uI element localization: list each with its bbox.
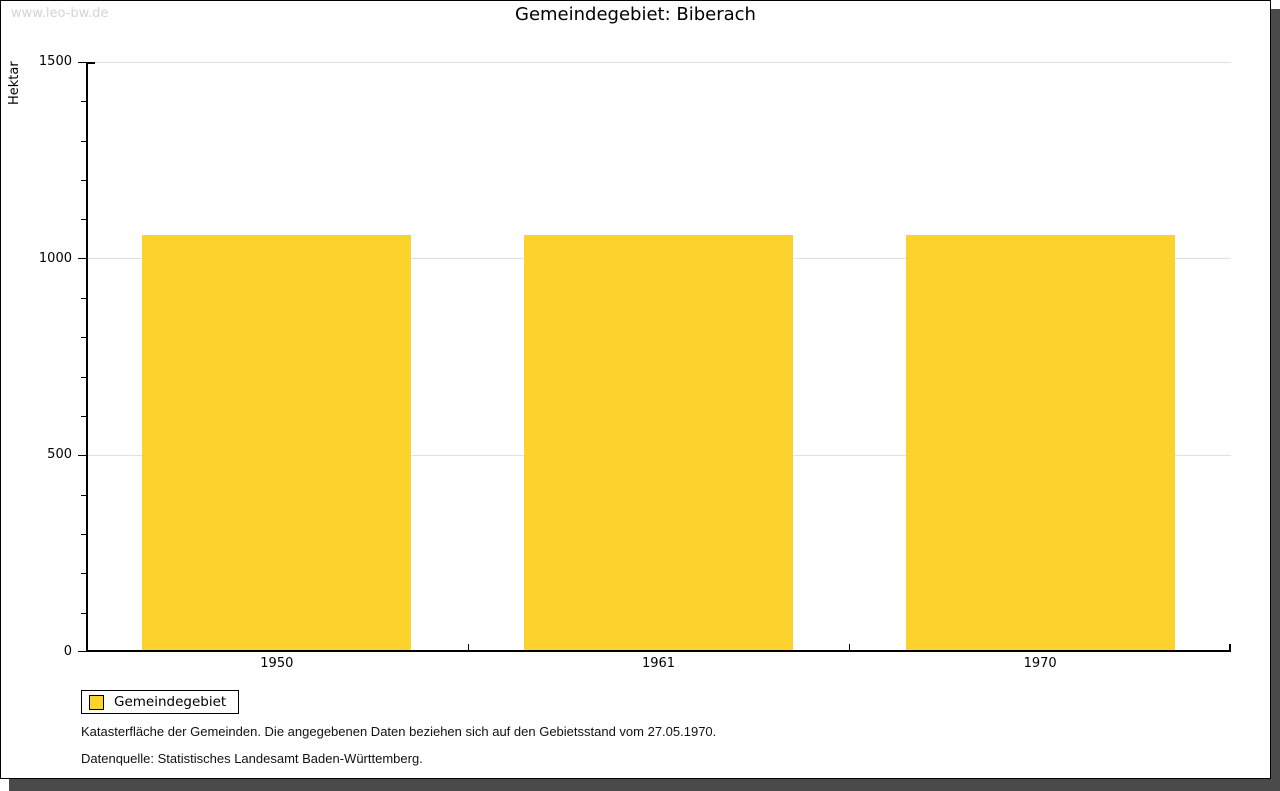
y-minor-tick	[81, 416, 86, 417]
legend-label: Gemeindegebiet	[114, 694, 227, 710]
footnote-description: Katasterfläche der Gemeinden. Die angege…	[81, 724, 717, 739]
legend-swatch	[89, 694, 104, 710]
bar-1961	[524, 235, 793, 652]
y-minor-tick	[81, 376, 86, 378]
y-minor-tick	[81, 180, 86, 181]
legend: Gemeindegebiet	[81, 690, 240, 714]
y-minor-tick	[81, 219, 86, 221]
x-axis-line	[86, 650, 1231, 652]
chart-title: Gemeindegebiet: Biberach	[515, 4, 756, 25]
y-major-tick	[78, 258, 86, 260]
gridline-1500	[86, 61, 1231, 63]
x-category-label: 1970	[1023, 656, 1057, 671]
y-minor-tick	[81, 494, 86, 496]
chart-panel: www.leo-bw.de Gemeindegebiet: Biberach H…	[0, 0, 1271, 779]
y-minor-tick	[81, 298, 86, 299]
y-axis-end-cap	[86, 62, 95, 64]
y-minor-tick	[81, 140, 86, 142]
bar-1950	[142, 235, 412, 652]
y-minor-tick	[81, 337, 86, 339]
x-category-tick	[467, 644, 469, 652]
y-minor-tick	[81, 101, 86, 103]
y-minor-tick	[81, 612, 86, 614]
y-minor-tick	[81, 534, 86, 535]
y-axis-label: Hektar	[7, 61, 22, 105]
y-major-tick	[78, 62, 86, 63]
x-category-label: 1961	[641, 656, 676, 671]
y-major-tick	[78, 454, 86, 456]
x-category-label: 1950	[260, 656, 294, 671]
y-major-tick	[78, 651, 86, 652]
y-tick-label: 1500	[38, 54, 72, 69]
bar-1970	[905, 235, 1175, 652]
y-minor-tick	[81, 573, 86, 575]
x-category-tick	[849, 644, 851, 652]
y-axis-line	[86, 62, 88, 652]
y-tick-label: 1000	[38, 250, 72, 266]
plot-area: 0 500 1000 1500 1950 1961 1970	[39, 54, 1231, 671]
watermark-text: www.leo-bw.de	[11, 6, 109, 21]
y-tick-label: 500	[47, 447, 72, 463]
y-tick-label: 0	[63, 644, 72, 659]
x-axis-end-cap	[1229, 644, 1231, 652]
footnote-source: Datenquelle: Statistisches Landesamt Bad…	[81, 751, 423, 766]
